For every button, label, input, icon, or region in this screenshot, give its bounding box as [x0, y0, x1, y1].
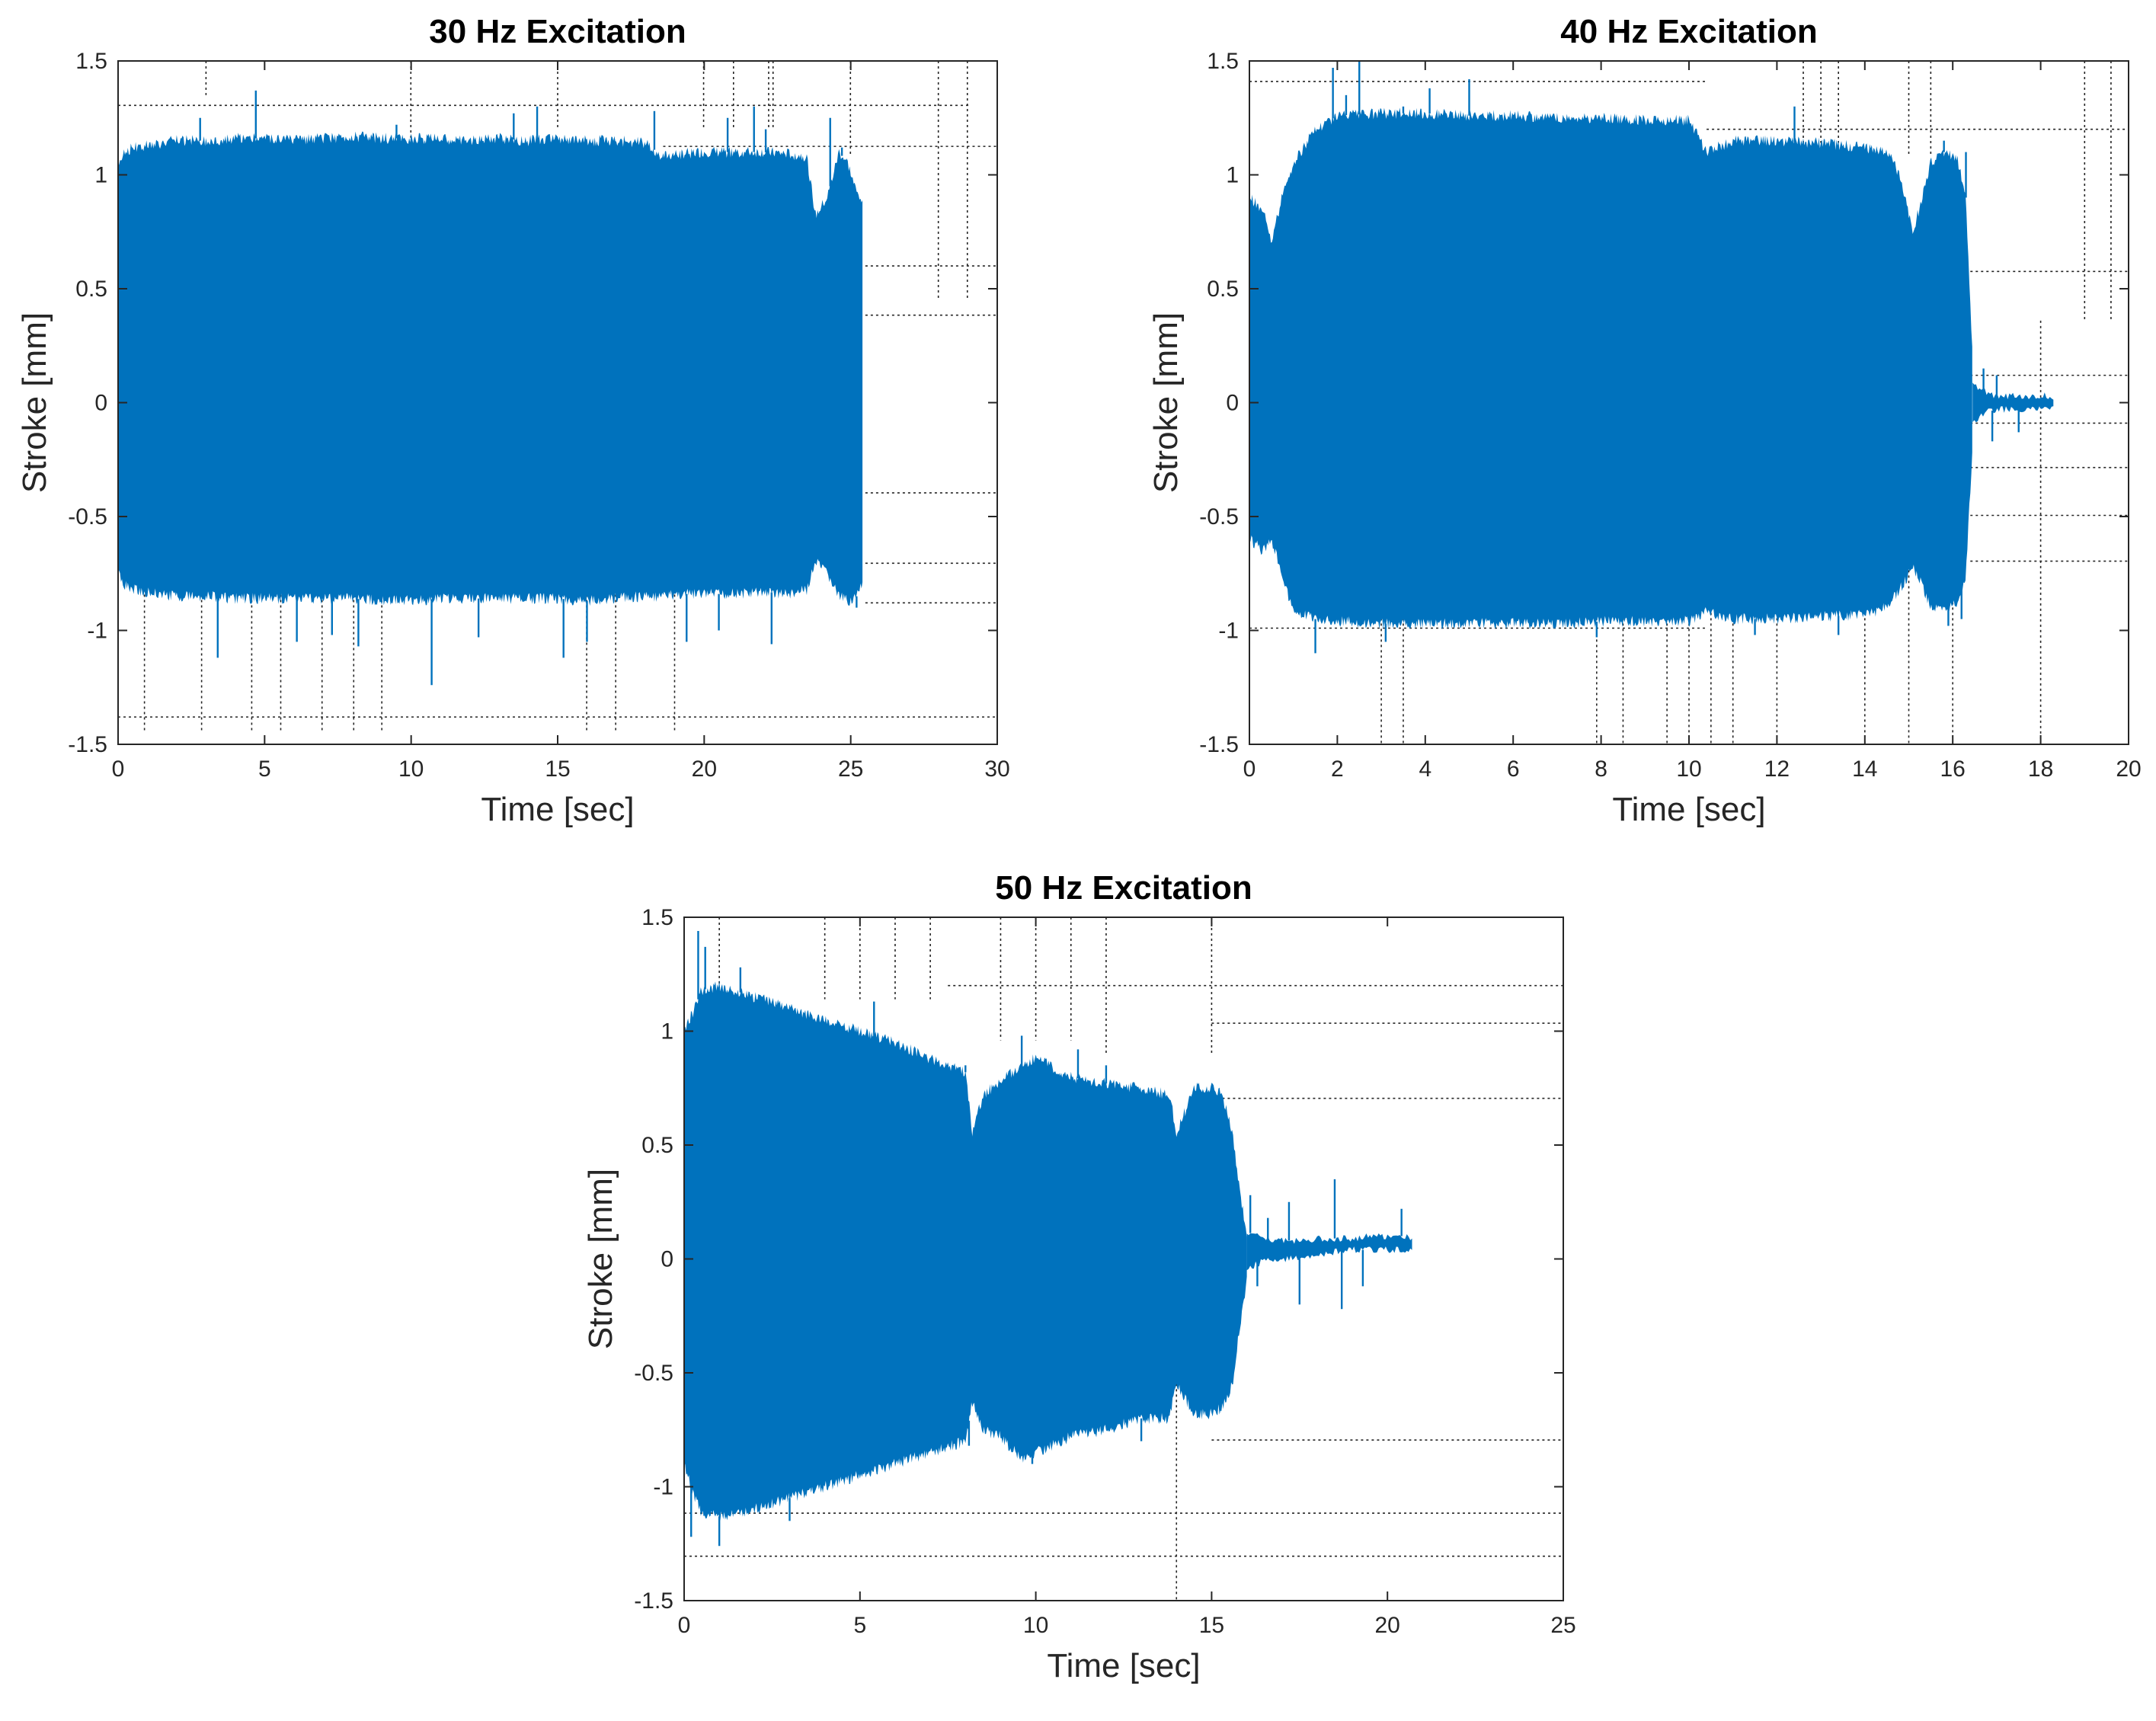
- chart-title: 40 Hz Excitation: [1560, 13, 1817, 50]
- y-tick-label: -1: [653, 1475, 673, 1500]
- x-tick-label: 0: [678, 1613, 691, 1638]
- chart-30hz: 30 Hz Excitation Time [sec] Stroke [mm] …: [16, 13, 1010, 828]
- y-tick-label: 1.5: [75, 49, 107, 74]
- y-tick-label: -0.5: [68, 504, 107, 529]
- x-tick-label: 25: [838, 757, 863, 782]
- y-tick-label: -1.5: [1199, 732, 1239, 757]
- x-tick-label: 16: [1940, 757, 1966, 782]
- x-tick-label: 15: [545, 757, 570, 782]
- y-tick-label: 0.5: [1207, 277, 1239, 302]
- x-tick-label: 8: [1595, 757, 1607, 782]
- x-tick-label: 30: [984, 757, 1009, 782]
- y-tick-label: 1: [1226, 163, 1239, 188]
- y-tick-label: -1: [1218, 619, 1239, 644]
- y-tick-label: -1.5: [68, 732, 107, 757]
- x-tick-label: 10: [1023, 1613, 1048, 1638]
- chart-50hz: 50 Hz Excitation Time [sec] Stroke [mm] …: [582, 869, 1576, 1684]
- y-tick-label: 0: [661, 1247, 673, 1272]
- x-tick-label: 6: [1507, 757, 1520, 782]
- x-tick-label: 2: [1331, 757, 1344, 782]
- x-tick-label: 15: [1199, 1613, 1224, 1638]
- y-axis-label: Stroke [mm]: [16, 312, 53, 493]
- y-tick-label: -1.5: [634, 1588, 673, 1614]
- chart-title: 50 Hz Excitation: [995, 869, 1252, 907]
- x-tick-label: 0: [1243, 757, 1256, 782]
- y-tick-label: 0: [94, 391, 107, 416]
- signal-envelope: [684, 980, 1247, 1521]
- x-tick-label: 12: [1764, 757, 1790, 782]
- x-tick-label: 10: [1676, 757, 1701, 782]
- y-axis-label: Stroke [mm]: [582, 1169, 619, 1349]
- y-tick-label: -1: [87, 619, 107, 644]
- x-tick-label: 25: [1550, 1613, 1575, 1638]
- y-tick-label: 0.5: [641, 1133, 673, 1158]
- chart-title: 30 Hz Excitation: [429, 13, 686, 50]
- y-tick-label: 1: [94, 163, 107, 188]
- x-tick-label: 14: [1852, 757, 1877, 782]
- x-tick-label: 5: [853, 1613, 866, 1638]
- x-tick-label: 4: [1419, 757, 1431, 782]
- x-axis-label: Time [sec]: [1047, 1647, 1200, 1684]
- signal-tail: [1246, 1233, 1412, 1271]
- y-tick-label: -0.5: [1199, 504, 1239, 529]
- x-tick-label: 20: [692, 757, 717, 782]
- y-tick-label: 1.5: [1207, 49, 1239, 74]
- signal-envelope: [118, 131, 863, 606]
- y-tick-label: 1.5: [641, 905, 673, 930]
- x-tick-label: 20: [2116, 757, 2141, 782]
- x-tick-label: 18: [2028, 757, 2053, 782]
- x-tick-label: 20: [1375, 1613, 1400, 1638]
- y-tick-label: 0.5: [75, 277, 107, 302]
- signal-envelope: [1249, 107, 1972, 630]
- y-axis-label: Stroke [mm]: [1147, 312, 1185, 493]
- x-axis-label: Time [sec]: [1612, 791, 1765, 828]
- x-tick-label: 5: [258, 757, 271, 782]
- x-tick-label: 0: [112, 757, 125, 782]
- y-tick-label: 0: [1226, 391, 1239, 416]
- y-tick-label: 1: [661, 1019, 673, 1044]
- y-tick-label: -0.5: [634, 1361, 673, 1386]
- x-axis-label: Time [sec]: [481, 791, 634, 828]
- chart-40hz: 40 Hz Excitation Time [sec] Stroke [mm] …: [1147, 13, 2142, 828]
- signal-tail: [1972, 382, 2054, 423]
- x-tick-label: 10: [398, 757, 424, 782]
